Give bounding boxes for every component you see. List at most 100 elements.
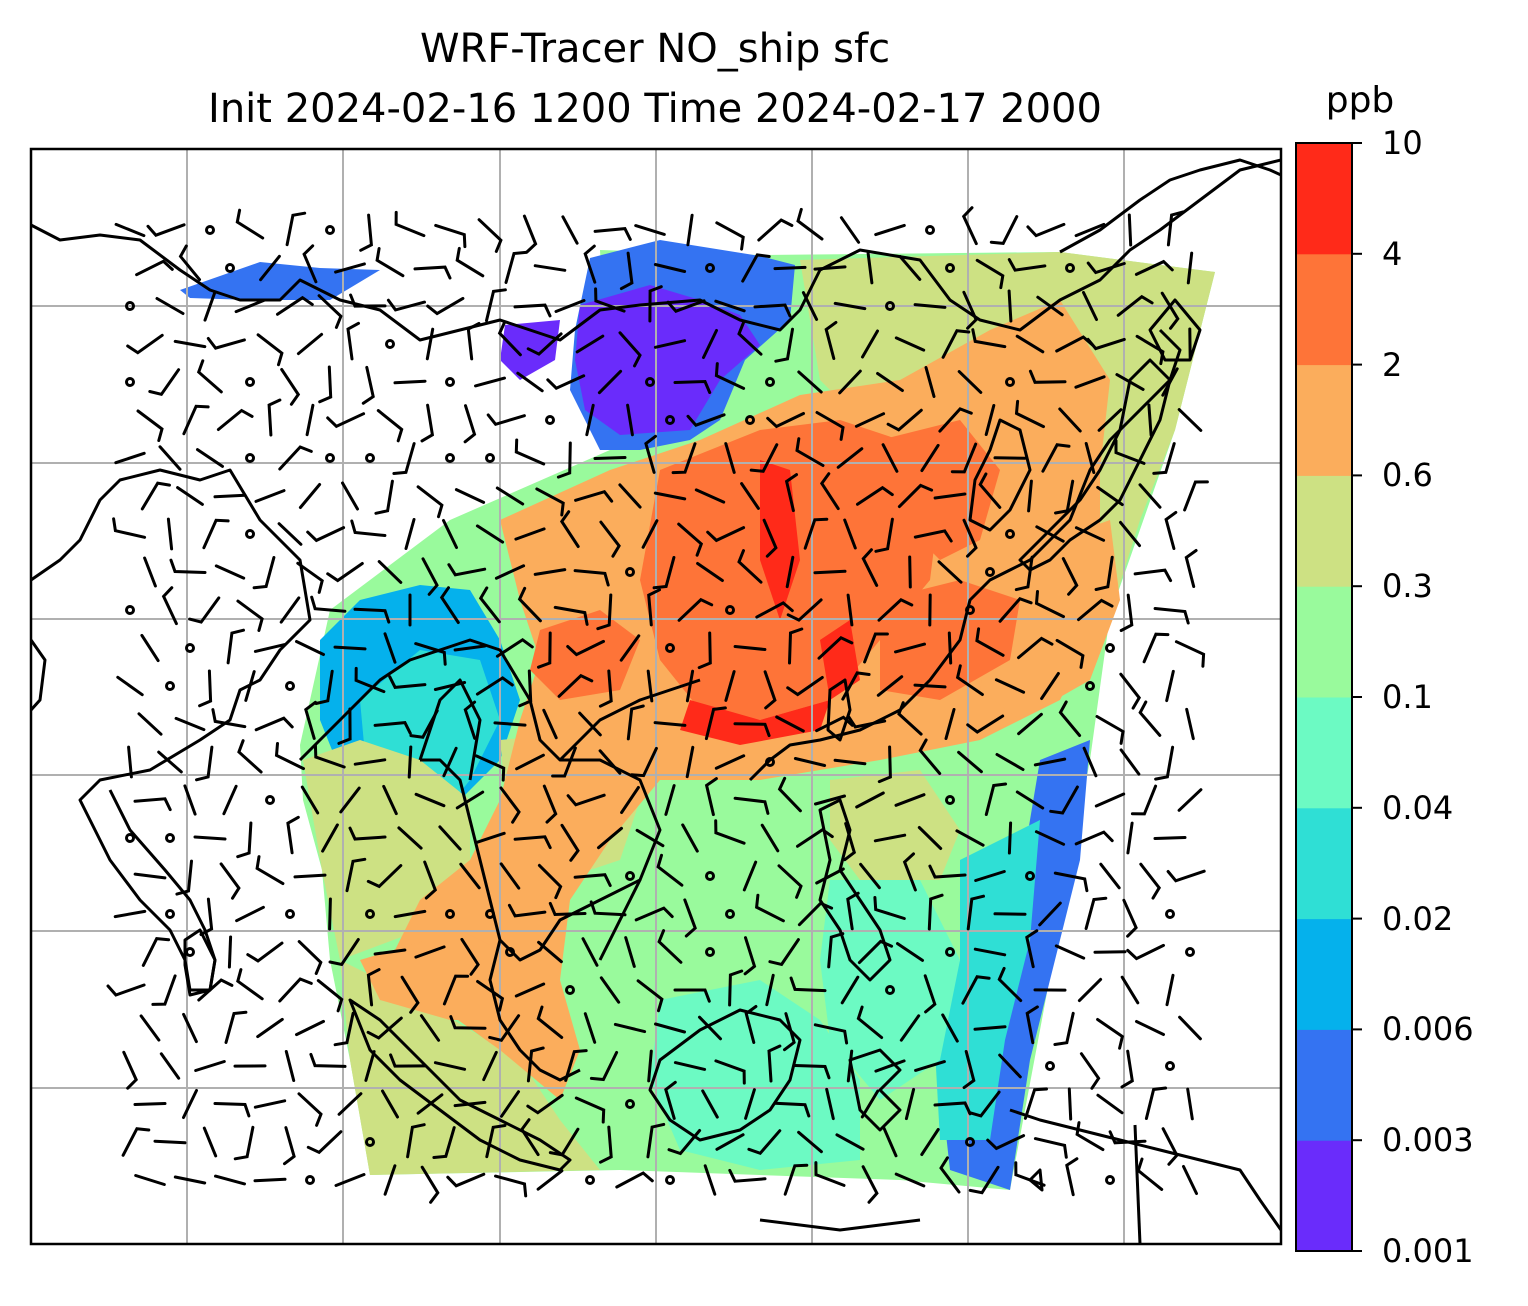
wind-barb: [513, 303, 552, 318]
wind-barb: [744, 1005, 758, 1044]
coastline-russia-east: [1059, 158, 1281, 254]
wind-barb: [333, 1011, 355, 1047]
colorbar-tick-label: 10: [1382, 124, 1423, 162]
wind-barb: [1116, 294, 1154, 317]
wind-barb: [641, 519, 659, 549]
field-orange-sw: [360, 930, 520, 1020]
wind-barb: [310, 595, 347, 613]
wind-barb: [345, 857, 367, 893]
wind-barb: [176, 486, 204, 506]
field-moderate-south: [340, 960, 600, 1175]
wind-barb: [1075, 1121, 1105, 1152]
wind-barb: [255, 855, 285, 886]
wind-barb: [574, 1096, 606, 1124]
wind-barb: [1058, 700, 1082, 737]
wind-barb: [233, 1125, 255, 1161]
wind-barb: [1074, 830, 1114, 846]
colorbar-tick-label: 0.02: [1382, 899, 1454, 938]
wind-barb: [855, 791, 885, 809]
wind-barb: [306, 1130, 343, 1155]
wind-barb: [786, 598, 823, 622]
calm-marker: [265, 795, 275, 805]
wind-barb: [404, 518, 416, 550]
coastline-philippines: [818, 798, 892, 982]
wind-barb: [786, 676, 824, 697]
wind-barb: [1153, 607, 1190, 625]
wind-barb: [1096, 1018, 1125, 1050]
coastline-north-border: [31, 158, 1281, 342]
wind-barb: [155, 297, 185, 315]
wind-barb: [161, 586, 178, 626]
wind-barb: [1160, 291, 1180, 330]
calm-marker: [165, 833, 175, 843]
wind-barb: [1017, 636, 1054, 660]
wind-barb: [973, 1025, 1007, 1031]
wind-barb: [337, 707, 352, 745]
wind-barb: [561, 215, 579, 245]
wind-barb: [998, 1053, 1022, 1079]
calm-marker: [625, 871, 635, 881]
wind-barb: [833, 758, 867, 766]
coastline-indochina: [298, 638, 662, 962]
wind-barb: [1007, 289, 1013, 323]
wind-barb: [966, 714, 1005, 734]
wind-barb: [854, 412, 886, 428]
wind-barb: [328, 897, 332, 931]
calm-marker: [325, 225, 335, 235]
wind-barb: [636, 979, 664, 1013]
wind-barb: [824, 320, 838, 360]
wind-barb: [581, 937, 599, 967]
wind-barb: [856, 1005, 884, 1039]
wind-barb: [1077, 977, 1103, 1003]
wind-barb: [140, 633, 160, 663]
wind-barb: [741, 253, 771, 283]
wind-barb: [515, 753, 545, 771]
calm-marker: [725, 605, 735, 615]
wind-barb: [416, 485, 444, 519]
wind-barb: [899, 1014, 921, 1042]
wind-barb: [653, 263, 687, 273]
calm-marker: [305, 1175, 315, 1185]
wind-barb: [597, 369, 623, 395]
coastline-malay: [488, 939, 581, 1082]
calm-marker: [645, 377, 655, 387]
wind-barb: [1017, 712, 1043, 736]
wind-barb: [957, 370, 983, 394]
wind-barb: [295, 1019, 325, 1037]
wind-barb: [618, 483, 642, 509]
calm-marker: [485, 909, 495, 919]
wind-barb: [978, 472, 1002, 509]
wind-barb: [193, 835, 227, 841]
wind-barb: [974, 870, 1006, 882]
calm-marker: [1165, 909, 1175, 919]
calm-marker: [1005, 377, 1015, 387]
wind-barb: [647, 588, 661, 627]
wind-barb: [236, 599, 264, 632]
calm-marker: [1065, 263, 1075, 273]
wind-barb: [253, 643, 287, 653]
wind-barb: [635, 828, 665, 848]
wind-barb: [497, 320, 522, 357]
wind-barb: [578, 711, 602, 737]
wind-barb: [302, 244, 318, 284]
wind-barb: [575, 334, 605, 354]
calm-marker: [365, 909, 375, 919]
wind-barb: [714, 1059, 746, 1085]
wind-barb: [298, 483, 322, 509]
wind-barb: [1097, 408, 1123, 432]
wind-barb: [433, 1061, 467, 1071]
wind-barb: [1027, 479, 1033, 513]
wind-barb: [414, 642, 447, 666]
wind-barb: [126, 333, 164, 355]
wind-barb: [1053, 1011, 1075, 1046]
wind-barb: [442, 746, 458, 778]
colorbar-tick-label: 0.006: [1382, 1010, 1474, 1049]
wind-barb: [522, 214, 538, 254]
wind-barb: [455, 246, 485, 278]
wind-barb: [686, 413, 726, 427]
wind-barb: [112, 517, 147, 539]
wind-barb: [349, 293, 387, 308]
wind-barb: [1086, 261, 1126, 275]
wind-barb: [589, 1051, 619, 1082]
wind-barb: [276, 295, 314, 316]
